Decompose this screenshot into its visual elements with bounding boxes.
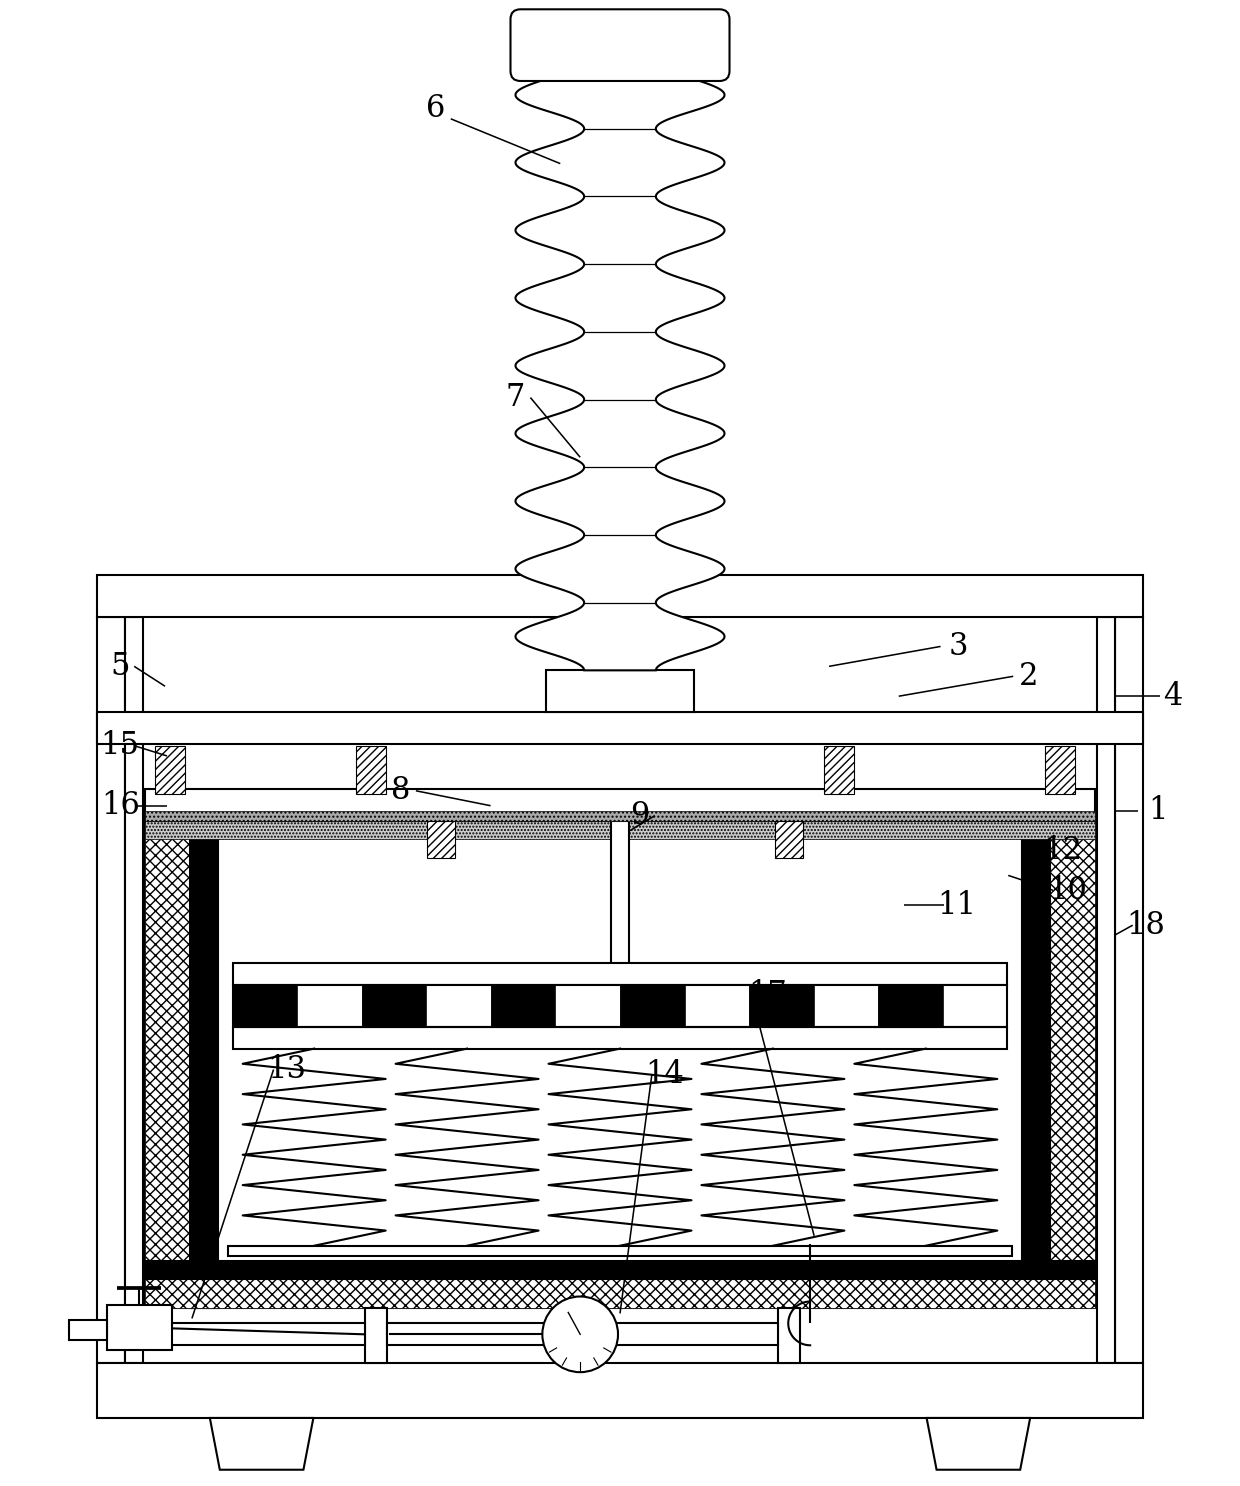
Bar <box>145 820 1095 1309</box>
Bar <box>233 1027 1007 1049</box>
Bar <box>162 1324 365 1345</box>
Bar <box>145 820 190 1309</box>
Bar <box>620 985 684 1027</box>
Bar <box>942 985 1007 1027</box>
Bar <box>155 746 185 794</box>
Bar <box>1050 820 1095 1309</box>
Text: 3: 3 <box>949 632 968 661</box>
Bar <box>749 985 813 1027</box>
Text: 1: 1 <box>1148 795 1167 826</box>
Text: 9: 9 <box>630 799 650 831</box>
Text: 2: 2 <box>1018 661 1038 692</box>
Bar <box>1097 617 1115 1363</box>
Bar <box>427 985 491 1027</box>
Bar <box>233 963 1007 985</box>
Bar <box>98 1363 1142 1418</box>
Bar <box>813 985 878 1027</box>
Bar <box>365 1309 387 1363</box>
Bar <box>298 985 362 1027</box>
Text: 5: 5 <box>110 651 130 682</box>
Bar <box>145 1278 1095 1309</box>
Bar <box>145 811 1095 820</box>
Bar <box>547 670 693 712</box>
Bar <box>684 985 749 1027</box>
Bar <box>491 985 556 1027</box>
Text: 4: 4 <box>1163 681 1182 712</box>
Bar <box>556 985 620 1027</box>
Bar <box>775 820 804 859</box>
Text: 15: 15 <box>100 731 140 761</box>
Text: 6: 6 <box>427 94 445 125</box>
Bar <box>779 1309 800 1363</box>
Polygon shape <box>210 1418 314 1470</box>
Bar <box>356 746 386 794</box>
Text: 7: 7 <box>506 382 526 413</box>
Bar <box>825 746 854 794</box>
Bar <box>190 820 218 1309</box>
Bar <box>611 820 629 975</box>
Circle shape <box>542 1296 618 1372</box>
Bar <box>108 1306 172 1351</box>
Text: 17: 17 <box>748 979 786 1010</box>
Bar <box>98 575 1142 617</box>
Bar <box>145 1260 1095 1278</box>
Bar <box>98 712 1142 744</box>
Text: 14: 14 <box>646 1060 684 1091</box>
Text: 13: 13 <box>267 1054 306 1085</box>
Text: 12: 12 <box>1044 835 1083 866</box>
Bar <box>362 985 427 1027</box>
Bar <box>228 1245 1012 1256</box>
Bar <box>387 1324 779 1345</box>
Bar <box>145 789 1095 820</box>
Bar <box>69 1321 108 1340</box>
Text: 18: 18 <box>1126 909 1166 941</box>
Bar <box>98 617 125 1363</box>
Bar <box>125 617 143 1363</box>
Bar <box>878 985 942 1027</box>
Polygon shape <box>926 1418 1030 1470</box>
Bar <box>1045 746 1075 794</box>
Text: 8: 8 <box>392 776 410 807</box>
Bar <box>233 985 1007 1027</box>
Bar <box>1115 617 1142 1363</box>
Bar <box>233 985 298 1027</box>
Bar <box>427 820 455 859</box>
Polygon shape <box>516 61 724 670</box>
FancyBboxPatch shape <box>511 9 729 80</box>
Bar <box>145 820 1095 838</box>
Text: 11: 11 <box>937 890 976 921</box>
Bar <box>1022 820 1050 1309</box>
Text: 10: 10 <box>1049 875 1087 906</box>
Text: 16: 16 <box>100 791 140 822</box>
